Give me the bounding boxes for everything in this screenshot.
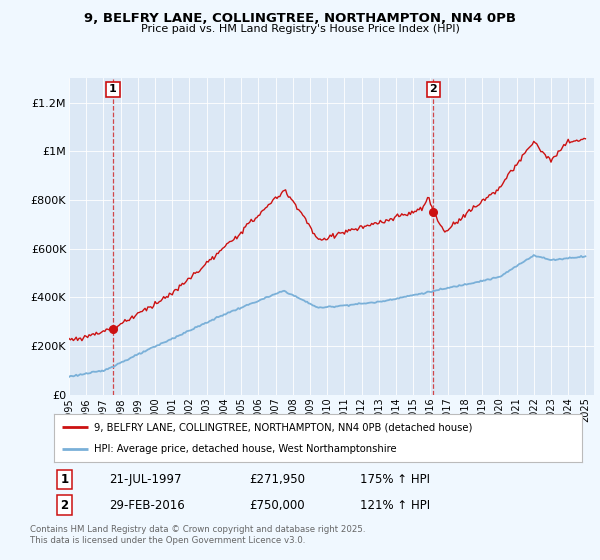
Text: 175% ↑ HPI: 175% ↑ HPI — [360, 473, 430, 486]
Text: HPI: Average price, detached house, West Northamptonshire: HPI: Average price, detached house, West… — [94, 444, 396, 454]
Text: 2: 2 — [430, 85, 437, 94]
Text: 1: 1 — [61, 473, 68, 486]
Text: 121% ↑ HPI: 121% ↑ HPI — [360, 498, 430, 512]
Text: 1: 1 — [109, 85, 117, 94]
Text: £271,950: £271,950 — [250, 473, 305, 486]
Text: 9, BELFRY LANE, COLLINGTREE, NORTHAMPTON, NN4 0PB (detached house): 9, BELFRY LANE, COLLINGTREE, NORTHAMPTON… — [94, 422, 472, 432]
Text: 21-JUL-1997: 21-JUL-1997 — [109, 473, 182, 486]
Text: Price paid vs. HM Land Registry's House Price Index (HPI): Price paid vs. HM Land Registry's House … — [140, 24, 460, 34]
Text: 9, BELFRY LANE, COLLINGTREE, NORTHAMPTON, NN4 0PB: 9, BELFRY LANE, COLLINGTREE, NORTHAMPTON… — [84, 12, 516, 25]
Text: 29-FEB-2016: 29-FEB-2016 — [109, 498, 185, 512]
Text: 2: 2 — [61, 498, 68, 512]
Text: Contains HM Land Registry data © Crown copyright and database right 2025.
This d: Contains HM Land Registry data © Crown c… — [30, 525, 365, 545]
Text: £750,000: £750,000 — [250, 498, 305, 512]
